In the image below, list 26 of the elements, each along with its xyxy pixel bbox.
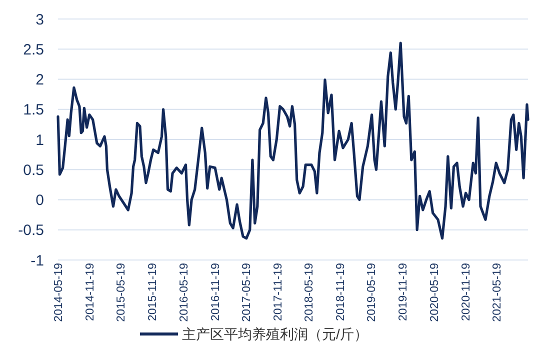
x-tick-label: 2020-11-19 xyxy=(460,263,472,321)
x-tick-label: 2015-11-19 xyxy=(147,263,160,321)
x-tick-label: 2017-11-19 xyxy=(272,263,285,321)
x-tick-label: 2014-05-19 xyxy=(53,263,66,322)
y-tick-label: 3 xyxy=(36,11,44,28)
x-tick-label: 2020-05-19 xyxy=(428,263,441,322)
y-tick-label: -1 xyxy=(30,252,44,270)
y-tick-label: 0 xyxy=(36,192,44,209)
y-tick-label: 1.5 xyxy=(23,102,44,119)
x-tick-label: 2017-05-19 xyxy=(240,263,253,322)
y-tick-label: -0.5 xyxy=(18,222,44,240)
y-tick-label: 1 xyxy=(36,132,44,149)
x-tick-label: 2019-11-19 xyxy=(398,263,410,321)
x-tick-label: 2021-05-19 xyxy=(491,263,504,322)
y-tick-label: 2 xyxy=(36,72,44,88)
x-tick-label: 2019-05-19 xyxy=(366,263,378,322)
y-tick-label: 2.5 xyxy=(23,41,44,58)
x-tick-label: 2015-05-19 xyxy=(116,263,128,322)
x-tick-label: 2018-11-19 xyxy=(335,263,348,321)
x-tick-label: 2016-11-19 xyxy=(210,263,222,321)
x-tick-label: 2014-11-19 xyxy=(84,263,97,321)
y-tick-label: 0.5 xyxy=(23,162,44,179)
legend-label: 主产区平均养殖利润（元/斤） xyxy=(182,326,368,342)
line-series xyxy=(56,42,530,240)
x-tick-label: 2018-05-19 xyxy=(304,263,316,322)
x-tick-label: 2016-05-19 xyxy=(178,263,190,322)
